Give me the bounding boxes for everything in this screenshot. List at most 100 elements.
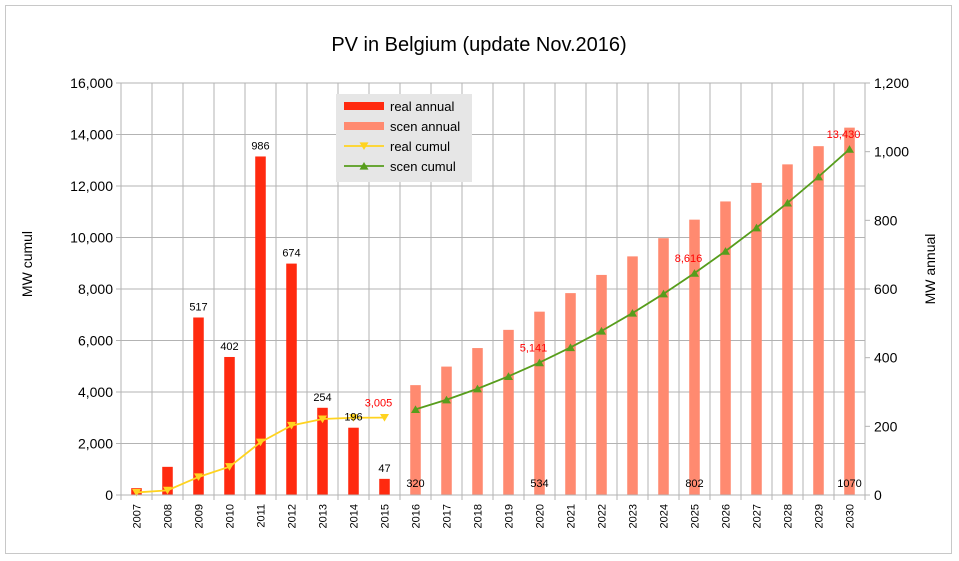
marker-real-cumul <box>225 463 234 471</box>
x-tick-label: 2030 <box>845 504 857 528</box>
x-tick-label: 2025 <box>690 504 702 528</box>
y-tick-label-right: 200 <box>874 418 898 434</box>
bar-scen-annual <box>844 127 855 495</box>
x-tick-label: 2019 <box>504 504 516 528</box>
gridlines <box>120 82 866 496</box>
bar-scen-annual <box>565 293 576 495</box>
marker-real-cumul <box>380 414 389 422</box>
marker-scen-cumul <box>845 145 854 153</box>
data-label: 1070 <box>837 478 861 490</box>
legend-label-real-annual: real annual <box>390 99 454 114</box>
x-tick-label: 2018 <box>473 504 485 528</box>
marker-real-cumul <box>287 421 296 430</box>
y-tick-label-left: 14,000 <box>70 127 113 143</box>
marker-scen-cumul <box>690 269 699 277</box>
marker-scen-cumul <box>814 172 823 181</box>
bar-scen-annual <box>410 385 421 495</box>
chart-title: PV in Belgium (update Nov.2016) <box>331 34 626 56</box>
x-tick-label: 2013 <box>318 504 330 528</box>
x-tick-label: 2010 <box>225 504 237 528</box>
bar-scen-annual <box>472 348 483 495</box>
data-label: 196 <box>344 412 362 424</box>
marker-real-cumul <box>194 473 203 482</box>
legend-swatch-scen-annual <box>344 122 384 130</box>
x-tick-label: 2028 <box>783 504 795 528</box>
y-tick-label-left: 6,000 <box>78 333 113 349</box>
bar-scen-annual <box>751 182 762 495</box>
legend-label-scen-cumul: scen cumul <box>390 159 456 174</box>
y-tick-label-right: 800 <box>874 212 898 228</box>
marker-scen-cumul <box>597 326 606 335</box>
x-tick-label: 2012 <box>287 504 299 528</box>
marker-scen-cumul <box>566 343 575 352</box>
y-tick-label-left: 12,000 <box>70 178 113 194</box>
data-label: 5,141 <box>520 343 548 355</box>
x-tick-label: 2022 <box>597 504 609 528</box>
y-tick-label-right: 1,000 <box>874 144 909 160</box>
y-tick-label-left: 10,000 <box>70 230 113 246</box>
marker-real-cumul <box>163 486 172 495</box>
legend-swatch-real-annual <box>344 102 384 110</box>
y-tick-label-left: 8,000 <box>78 281 113 297</box>
lines <box>132 145 854 497</box>
marker-real-cumul <box>318 415 327 424</box>
marker-scen-cumul <box>752 223 761 232</box>
bar-scen-annual <box>596 274 607 495</box>
bar-real-annual <box>379 478 390 495</box>
data-label: 8,616 <box>675 253 703 265</box>
x-tick-label: 2016 <box>411 504 423 528</box>
y-axis-label-right: MW annual <box>922 234 938 305</box>
x-tick-label: 2011 <box>256 504 268 528</box>
legend-label-real-cumul: real cumul <box>390 139 450 154</box>
data-label: 320 <box>406 478 424 490</box>
marker-scen-cumul <box>504 372 513 380</box>
y-axis-label-left: MW cumul <box>19 231 35 297</box>
bar-scen-annual <box>627 256 638 495</box>
data-label: 13,430 <box>827 129 861 141</box>
legend-label-scen-annual: scen annual <box>390 119 460 134</box>
marker-scen-cumul <box>535 358 544 367</box>
bar-real-annual <box>317 407 328 495</box>
x-tick-label: 2017 <box>442 504 454 528</box>
chart-frame: PV in Belgium (update Nov.2016) MW cumul… <box>5 5 952 554</box>
data-label: 517 <box>189 301 207 313</box>
bar-real-annual <box>193 317 204 495</box>
y-tick-label-right: 0 <box>874 487 882 503</box>
data-label: 674 <box>282 248 300 260</box>
bar-scen-annual <box>534 311 545 495</box>
y-tick-label-right: 600 <box>874 281 898 297</box>
marker-scen-cumul <box>628 309 637 317</box>
data-label: 254 <box>313 392 331 404</box>
legend-marker-scen-cumul <box>359 161 369 170</box>
axes: 0 2,000 4,000 6,000 8,000 10,000 12,000 14,000 1… <box>70 75 909 528</box>
marker-scen-cumul <box>473 384 482 393</box>
data-label: 3,005 <box>365 398 393 410</box>
x-tick-label: 2020 <box>535 504 547 528</box>
pv-chart: PV in Belgium (update Nov.2016) MW cumul… <box>19 34 938 528</box>
y-tick-label-right: 400 <box>874 350 898 366</box>
x-tick-label: 2024 <box>659 504 671 528</box>
bar-scen-annual <box>503 329 514 495</box>
x-tick-label: 2008 <box>163 504 175 528</box>
marker-scen-cumul <box>721 247 730 255</box>
bars <box>131 127 855 496</box>
y-tick-label-right: 1,200 <box>874 75 909 91</box>
bar-real-annual <box>224 356 235 495</box>
marker-scen-cumul <box>442 395 451 404</box>
bar-scen-annual <box>813 146 824 495</box>
marker-scen-cumul <box>659 289 668 298</box>
marker-real-cumul <box>349 414 358 422</box>
data-labels: 517 402 986 674 254 196 47 3,005 320 534 802 1070 5,… <box>189 129 861 490</box>
legend: real annual scen annual real cumul scen cum… <box>336 94 472 182</box>
bar-scen-annual <box>441 366 452 495</box>
y-tick-label-left: 0 <box>105 487 113 503</box>
data-label: 534 <box>530 478 548 490</box>
bar-real-annual <box>286 263 297 495</box>
data-label: 402 <box>220 341 238 353</box>
x-tick-label: 2007 <box>132 504 144 528</box>
data-label: 802 <box>685 478 703 490</box>
x-tick-label: 2014 <box>349 504 361 528</box>
marker-real-cumul <box>132 488 141 497</box>
x-tick-label: 2021 <box>566 504 578 528</box>
y-tick-label-left: 4,000 <box>78 384 113 400</box>
